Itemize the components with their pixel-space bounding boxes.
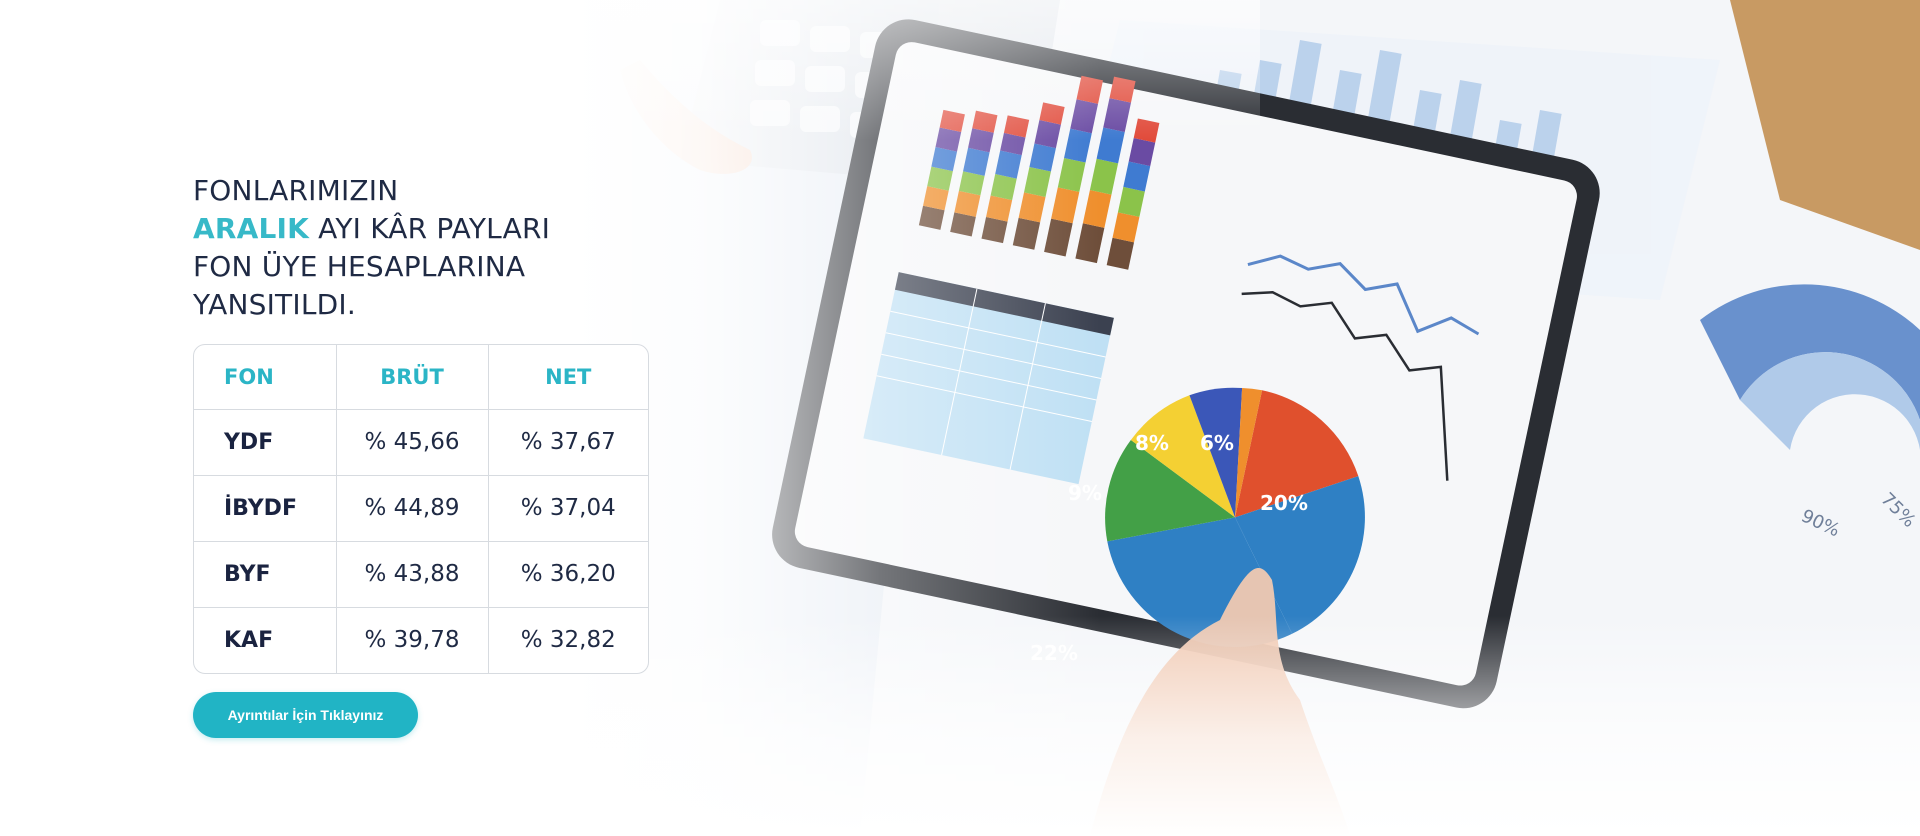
table-row: KAF % 39,78 % 32,82 xyxy=(194,607,648,673)
fund-returns-table: FON BRÜT NET YDF % 45,66 % 37,67 İBYDF %… xyxy=(193,344,649,674)
gross-rate: % 39,78 xyxy=(336,607,489,673)
headline-accent-month: ARALIK xyxy=(193,212,310,245)
net-rate: % 36,20 xyxy=(488,541,648,608)
net-rate: % 32,82 xyxy=(520,627,616,654)
headline-line-3: FON ÜYE HESAPLARINA xyxy=(193,250,526,283)
fund-name: BYF xyxy=(194,541,337,608)
table-row: İBYDF % 44,89 % 37,04 xyxy=(194,475,648,542)
gross-rate: % 44,89 xyxy=(336,475,489,542)
dial-chart xyxy=(1700,284,1920,470)
table-header-row: FON BRÜT NET xyxy=(194,345,648,410)
headline-line-2: ARALIK AYI KÂR PAYLARI xyxy=(193,210,713,248)
headline-line-4: YANSITILDI. xyxy=(193,288,356,321)
table-row: YDF % 45,66 % 37,67 xyxy=(194,409,648,476)
tablet-line-chart xyxy=(1241,254,1480,481)
announcement-panel: FONLARIMIZIN ARALIK AYI KÂR PAYLARI FON … xyxy=(193,172,713,738)
fund-name: KAF xyxy=(194,607,337,673)
pie-label-8: 8% xyxy=(1135,431,1169,455)
gross-rate: % 45,66 xyxy=(336,409,489,476)
header-net: NET xyxy=(488,345,648,410)
fund-name: YDF xyxy=(194,409,337,476)
gross-rate: % 43,88 xyxy=(336,541,489,608)
pie-label-6: 6% xyxy=(1200,431,1234,455)
pie-label-20: 20% xyxy=(1260,491,1308,515)
header-fon: FON xyxy=(194,345,337,410)
net-rate: % 37,04 xyxy=(488,475,648,542)
header-brut: BRÜT xyxy=(336,345,489,410)
background-fade-top xyxy=(560,0,1260,140)
net-rate: % 37,67 xyxy=(488,409,648,476)
table-row: BYF % 43,88 % 36,20 xyxy=(194,541,648,608)
details-button[interactable]: Ayrıntılar İçin Tıklayınız xyxy=(193,692,418,738)
headline-line-1: FONLARIMIZIN xyxy=(193,174,399,207)
headline: FONLARIMIZIN ARALIK AYI KÂR PAYLARI FON … xyxy=(193,172,713,324)
headline-line-2-rest: AYI KÂR PAYLARI xyxy=(309,212,551,245)
fund-name: İBYDF xyxy=(194,475,337,542)
